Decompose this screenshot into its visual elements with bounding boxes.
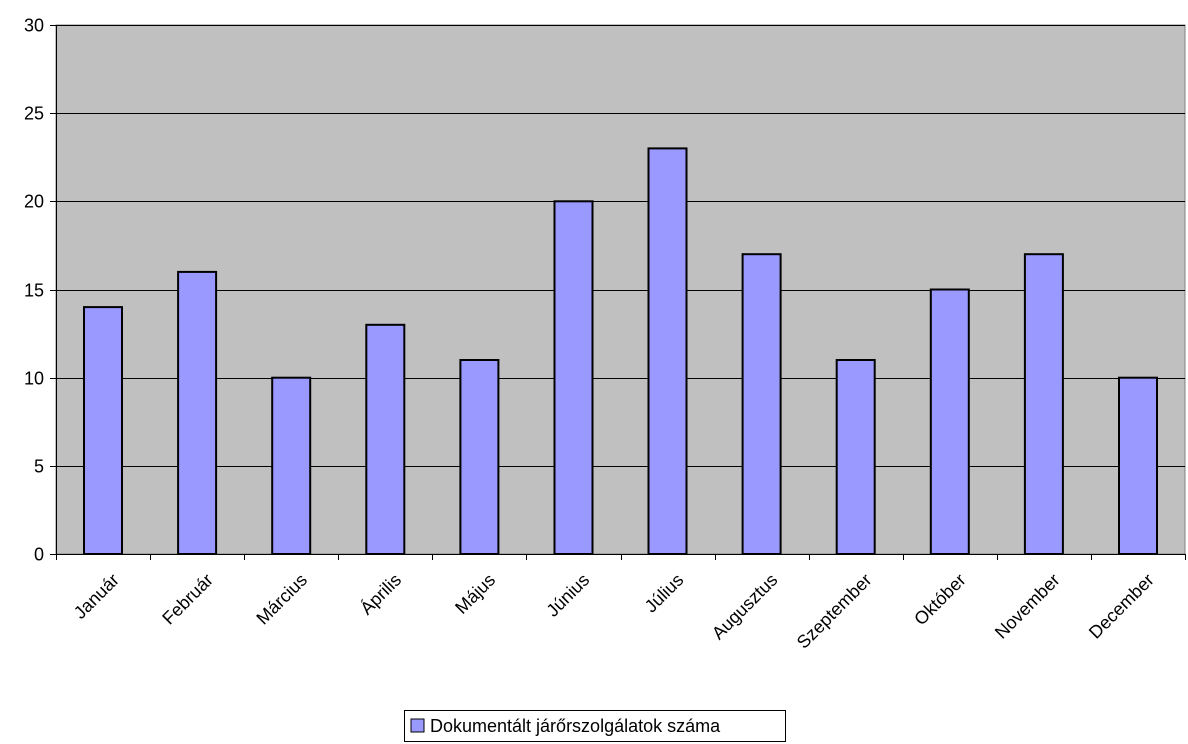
bar-január	[83, 306, 123, 555]
bar-július	[647, 147, 688, 555]
x-tick-labels: Január Február Március Április Május Június Jú…	[56, 554, 1186, 653]
bar-február	[177, 270, 218, 555]
bar-november	[1023, 253, 1064, 555]
x-tick-label: Március	[252, 570, 311, 629]
bar-október	[929, 288, 970, 555]
y-tick-label: 20	[24, 192, 44, 212]
bar-március	[271, 376, 312, 556]
y-tick-label: 30	[24, 16, 44, 36]
legend: Dokumentált járőrszolgálatok száma	[404, 710, 786, 742]
bar-április	[365, 323, 406, 555]
bar-szeptember	[835, 359, 876, 555]
x-tick-label: Július	[641, 570, 688, 617]
x-tick-label: Február	[158, 570, 217, 629]
plot-area	[55, 24, 1186, 555]
x-tick-label: Október	[910, 570, 969, 629]
legend-swatch	[410, 718, 425, 733]
x-tick-label: Április	[356, 570, 405, 619]
x-tick-label: November	[991, 570, 1064, 643]
x-tick-label: Január	[70, 570, 123, 623]
x-tick-label: Augusztus	[708, 570, 782, 644]
legend-box	[404, 710, 786, 742]
bar-december	[1118, 376, 1158, 556]
y-tick-label: 0	[34, 545, 44, 565]
y-tick-label: 15	[24, 281, 44, 301]
y-tick-label: 5	[34, 457, 44, 477]
bar-június	[553, 200, 594, 556]
bars	[83, 147, 1158, 556]
y-tick-label: 10	[24, 369, 44, 389]
gridlines	[56, 25, 1185, 467]
bar-augusztus	[741, 253, 782, 555]
y-tick-label: 25	[24, 104, 44, 124]
bar-május	[459, 359, 500, 555]
x-tick-label: Június	[542, 570, 593, 621]
y-tick-labels: 0 5 10 15 20 25 30	[24, 16, 56, 565]
x-tick-label: Május	[451, 570, 499, 618]
x-tick-label: December	[1085, 570, 1158, 643]
legend-label: Dokumentált járőrszolgálatok száma	[430, 716, 721, 736]
x-tick-label: Szeptember	[793, 570, 876, 653]
